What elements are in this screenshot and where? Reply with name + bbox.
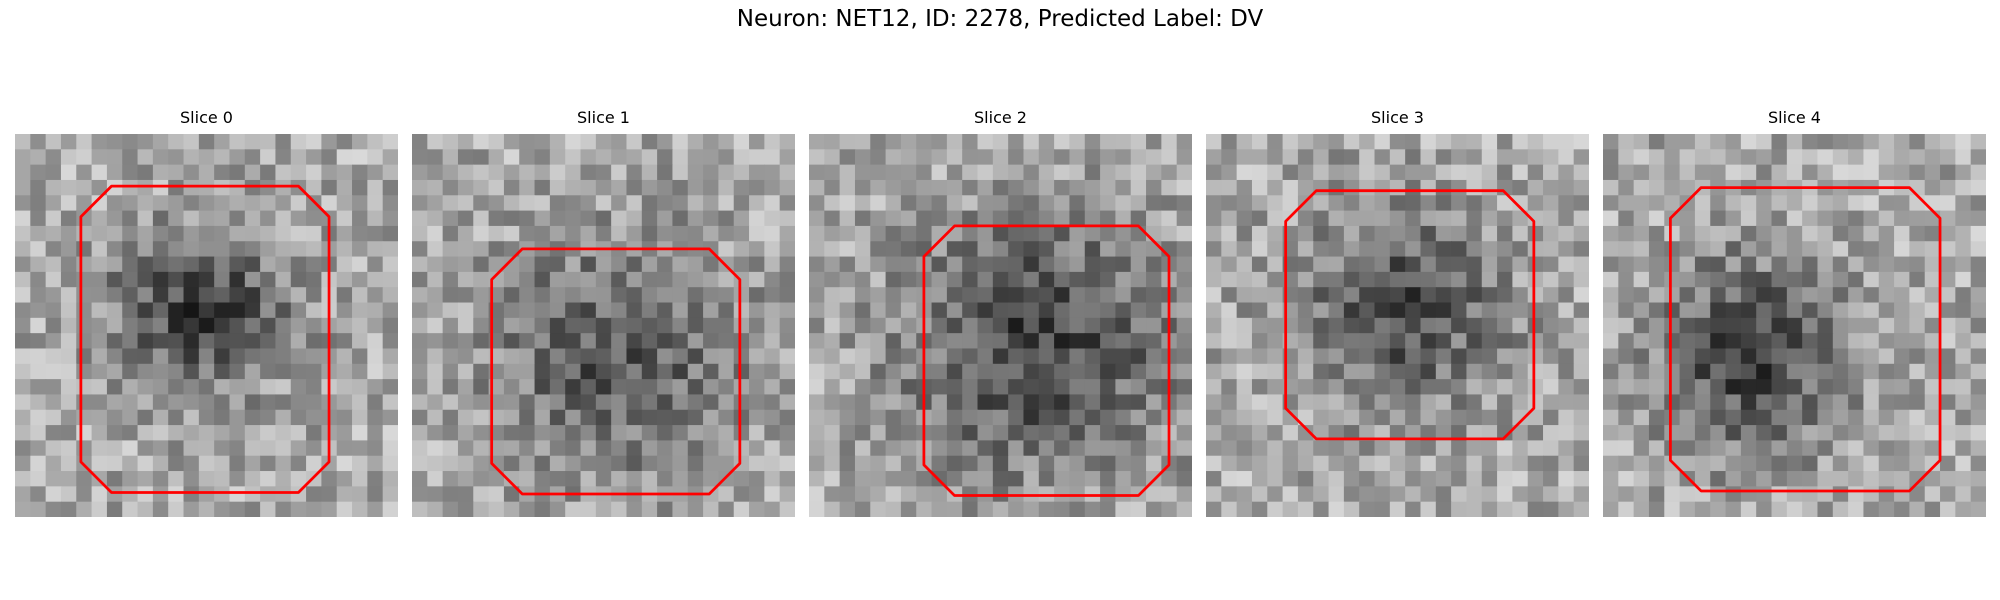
slice-title-3: Slice 3 (1371, 108, 1424, 127)
slice-image-1 (412, 134, 795, 517)
roi-contour (1669, 186, 1942, 493)
roi-contour (922, 224, 1171, 497)
slice-panel-0: Slice 0 (15, 108, 398, 517)
slice-panel-3: Slice 3 (1206, 108, 1589, 517)
slice-panel-4: Slice 4 (1603, 108, 1986, 517)
figure-title: Neuron: NET12, ID: 2278, Predicted Label… (736, 6, 1264, 32)
slice-title-0: Slice 0 (180, 108, 233, 127)
slice-panel-2: Slice 2 (809, 108, 1192, 517)
roi-contour (79, 184, 331, 494)
slice-panel-1: Slice 1 (412, 108, 795, 517)
roi-contour (490, 247, 742, 496)
roi-contour (1284, 189, 1536, 441)
slice-title-2: Slice 2 (974, 108, 1027, 127)
slice-image-4 (1603, 134, 1986, 517)
slice-image-3 (1206, 134, 1589, 517)
slice-image-0 (15, 134, 398, 517)
slice-title-1: Slice 1 (577, 108, 630, 127)
slice-title-4: Slice 4 (1768, 108, 1821, 127)
slice-image-2 (809, 134, 1192, 517)
